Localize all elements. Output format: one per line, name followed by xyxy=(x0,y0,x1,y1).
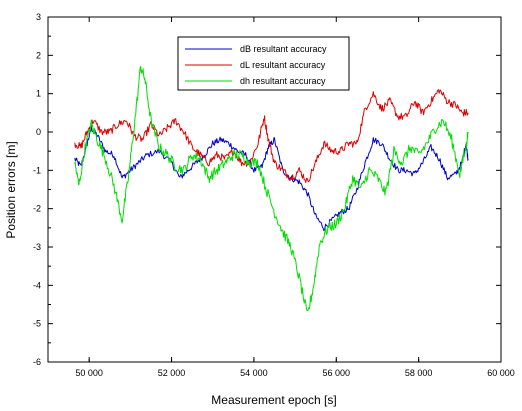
y-tick-label: 3 xyxy=(36,12,41,22)
x-tick-label: 50 000 xyxy=(75,368,103,378)
x-tick-label: 60 000 xyxy=(487,368,515,378)
legend: dB resultant accuracy dL resultant accura… xyxy=(177,36,350,91)
x-axis-title: Measurement epoch [s] xyxy=(211,393,336,407)
ticks-layer: 50 000 52 000 54 000 56 000 58 000 60 000 -6 -5… xyxy=(33,12,515,378)
y-tick-label: -2 xyxy=(33,204,41,214)
legend-items: dB resultant accuracy dL resultant accura… xyxy=(185,44,327,86)
series-line-1 xyxy=(74,89,469,183)
x-tick-label: 54 000 xyxy=(240,368,268,378)
x-tick-label: 56 000 xyxy=(323,368,351,378)
legend-label-2: dh resultant accuracy xyxy=(240,76,326,86)
legend-label-0: dB resultant accuracy xyxy=(240,44,327,54)
y-tick-label: -5 xyxy=(33,319,41,329)
series-line-0 xyxy=(74,125,469,232)
y-tick-label: 2 xyxy=(36,50,41,60)
y-tick-label: -1 xyxy=(33,165,41,175)
y-tick-label: -3 xyxy=(33,242,41,252)
series-line-2 xyxy=(74,65,469,312)
series-layer xyxy=(74,65,469,312)
y-tick-label: -6 xyxy=(33,357,41,367)
y-axis-title: Position errors [m] xyxy=(4,141,18,238)
x-tick-label: 52 000 xyxy=(158,368,186,378)
y-tick-label: 1 xyxy=(36,89,41,99)
x-tick-label: 58 000 xyxy=(405,368,433,378)
y-tick-label: -4 xyxy=(33,280,41,290)
legend-label-1: dL resultant accuracy xyxy=(240,60,326,70)
y-tick-label: 0 xyxy=(36,127,41,137)
